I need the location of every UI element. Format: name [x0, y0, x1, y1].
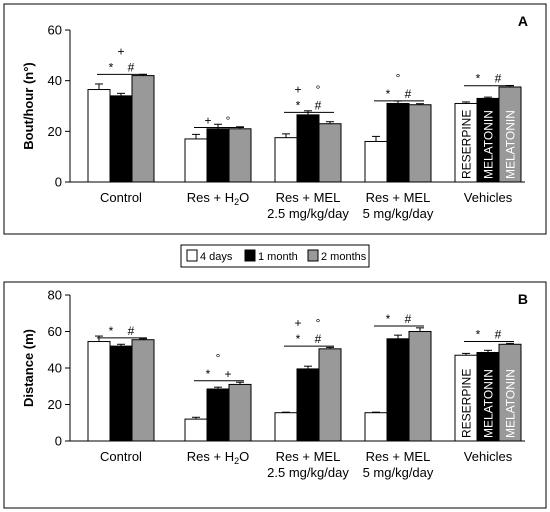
vehicle-bar-label: RESERPINE [460, 369, 474, 438]
legend-swatch [307, 249, 319, 262]
y-tick-label: 40 [48, 361, 62, 376]
legend-swatch [186, 249, 198, 262]
panel-a-bout-per-hour-chart: 0 20 40 60 Bout/hour (n°) A Control Res + H2O Re… [3, 3, 547, 235]
significance-mark: ° [396, 71, 401, 85]
significance-mark: ° [316, 316, 321, 330]
bar [318, 123, 342, 183]
panel-frame [3, 281, 547, 509]
bar [228, 383, 252, 442]
significance-mark: * [296, 98, 301, 112]
panel-label: B [518, 291, 528, 307]
x-category-label: Res + H2O [187, 190, 249, 207]
x-category-label: 5 mg/kg/day [363, 206, 434, 221]
x-category-label: Res + MEL [276, 190, 341, 205]
vehicle-bar-label: MELATONIN [504, 110, 518, 179]
significance-mark: # [495, 328, 502, 342]
y-axis-label: Bout/hour (n°) [21, 62, 36, 150]
bar [87, 89, 111, 183]
significance-mark: ° [316, 82, 321, 96]
significance-mark: # [405, 312, 412, 326]
legend-label: 2 months [321, 251, 367, 263]
x-category-label: Res + H2O [187, 449, 249, 466]
significance-mark: # [495, 72, 502, 86]
significance-mark: # [315, 332, 322, 346]
y-tick-label: 40 [48, 73, 62, 88]
significance-mark: # [128, 324, 135, 338]
x-category-label: Res + MEL [366, 190, 431, 205]
y-tick-label: 80 [48, 288, 62, 303]
bar [274, 412, 298, 442]
significance-mark: + [204, 114, 211, 128]
bar [274, 137, 298, 183]
x-category-label: 2.5 mg/kg/day [267, 465, 349, 480]
y-tick-label: 0 [55, 434, 62, 449]
bar [109, 95, 133, 183]
significance-mark: + [294, 316, 301, 330]
significance-mark: * [386, 312, 391, 326]
panel-frame [3, 3, 547, 235]
bar [184, 138, 208, 183]
significance-mark: * [476, 72, 481, 86]
significance-mark: + [224, 367, 231, 381]
y-tick-label: 0 [55, 175, 62, 190]
panel-label: A [518, 13, 528, 29]
bar [206, 388, 230, 442]
significance-mark: # [405, 87, 412, 101]
vehicle-bar-label: MELATONIN [482, 110, 496, 179]
bar [296, 114, 320, 183]
bar [408, 104, 432, 183]
x-category-label: Vehicles [464, 190, 513, 205]
bar [364, 412, 388, 442]
bar [228, 128, 252, 183]
legend-frame [180, 244, 370, 268]
x-category-label: Res + MEL [366, 449, 431, 464]
significance-mark: + [117, 44, 124, 58]
bar [131, 339, 155, 442]
significance-mark: # [315, 98, 322, 112]
x-category-label: Vehicles [464, 449, 513, 464]
x-category-label: 5 mg/kg/day [363, 465, 434, 480]
bar [131, 75, 155, 183]
y-tick-label: 20 [48, 124, 62, 139]
bar [318, 348, 342, 442]
vehicle-bar-label: MELATONIN [504, 369, 518, 438]
x-category-label: 2.5 mg/kg/day [267, 206, 349, 221]
significance-mark: ° [226, 114, 231, 128]
y-axis-label: Distance (m) [21, 329, 36, 407]
significance-mark: * [296, 332, 301, 346]
significance-mark: + [294, 82, 301, 96]
legend-swatch [244, 249, 256, 262]
y-tick-label: 20 [48, 397, 62, 412]
bar [386, 338, 410, 442]
y-tick-label: 60 [48, 324, 62, 339]
bar [296, 368, 320, 442]
significance-mark: * [109, 324, 114, 338]
significance-mark: * [476, 328, 481, 342]
bar [184, 418, 208, 442]
bar [87, 341, 111, 442]
legend-label: 4 days [200, 251, 233, 263]
significance-mark: * [206, 367, 211, 381]
bar [206, 128, 230, 183]
bar [386, 102, 410, 183]
y-tick-label: 60 [48, 23, 62, 38]
significance-mark: * [386, 87, 391, 101]
legend: 4 days 1 month 2 months [180, 244, 370, 268]
x-category-label: Res + MEL [276, 449, 341, 464]
bar [109, 345, 133, 442]
significance-mark: # [128, 60, 135, 74]
bar [364, 140, 388, 183]
significance-mark: ° [216, 351, 221, 365]
bar [408, 331, 432, 442]
legend-label: 1 month [258, 251, 298, 263]
x-category-label: Control [100, 449, 142, 464]
significance-mark: * [109, 60, 114, 74]
x-category-label: Control [100, 190, 142, 205]
vehicle-bar-label: MELATONIN [482, 369, 496, 438]
vehicle-bar-label: RESERPINE [460, 110, 474, 179]
panel-b-distance-chart: 0 20 40 60 80 Distance (m) B Control Res + H2O Re… [3, 281, 547, 509]
